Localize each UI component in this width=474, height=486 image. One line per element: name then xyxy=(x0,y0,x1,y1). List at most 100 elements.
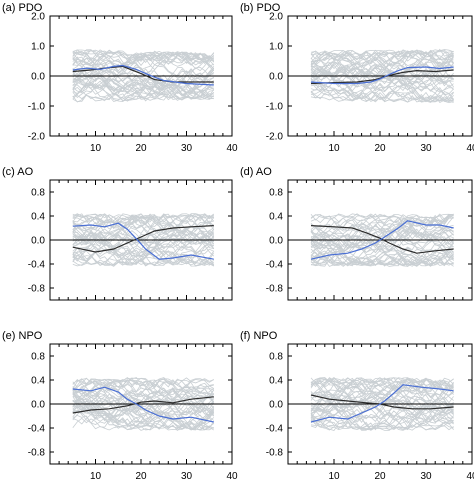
y-tick-label: -1.0 xyxy=(28,102,46,113)
ensemble-member-line xyxy=(72,396,214,431)
ensemble-member-line xyxy=(72,214,214,237)
ensemble-member-line xyxy=(72,50,215,72)
plot-area xyxy=(288,213,472,267)
y-tick-label: -0.4 xyxy=(266,260,284,271)
ensemble-member-line xyxy=(310,377,454,409)
plot-area xyxy=(50,49,232,103)
ensemble-member-line xyxy=(310,50,454,96)
ensemble-member-line xyxy=(310,253,454,267)
x-tick-label: 10 xyxy=(90,143,102,154)
ensemble-member-line xyxy=(310,67,454,92)
ensemble-member-line xyxy=(310,405,454,431)
ensemble-member-line xyxy=(310,59,454,84)
ensemble-member-line xyxy=(72,377,215,414)
ensemble-member-line xyxy=(310,51,454,70)
panel-title: (f) NPO xyxy=(240,330,278,342)
y-tick-label: 2.0 xyxy=(269,12,283,23)
x-tick-label: 10 xyxy=(328,143,340,154)
y-tick-label: 0.8 xyxy=(269,188,283,199)
x-tick-label: 30 xyxy=(420,143,432,154)
y-tick-label: 0.8 xyxy=(31,188,45,199)
ensemble-member-line xyxy=(310,82,454,102)
x-tick-label: 20 xyxy=(135,471,147,482)
y-tick-label: 0.4 xyxy=(269,376,283,387)
panel-title: (b) PDO xyxy=(240,2,281,14)
ensemble-member-line xyxy=(72,399,215,426)
ensemble-member-line xyxy=(72,213,215,238)
ensemble-member-line xyxy=(72,227,215,267)
ensemble-member-line xyxy=(310,254,454,267)
y-tick-label: 0.0 xyxy=(31,236,45,247)
ensemble-member-line xyxy=(72,377,214,398)
ensemble-member-line xyxy=(310,57,454,82)
panel-title: (d) AO xyxy=(240,166,272,178)
panel-title: (a) PDO xyxy=(2,2,43,14)
ensemble-member-line xyxy=(310,378,454,423)
ensemble-member-line xyxy=(72,218,215,267)
ensemble-member-line xyxy=(310,217,454,249)
ensemble-member-line xyxy=(72,73,215,98)
ensemble-member-line xyxy=(310,225,454,258)
ensemble-member-line xyxy=(310,213,454,235)
y-tick-label: -0.8 xyxy=(266,448,284,459)
ensemble-member-line xyxy=(72,49,215,66)
ensemble-member-line xyxy=(72,50,215,67)
ensemble-member-line xyxy=(72,401,215,429)
ensemble-member-line xyxy=(310,213,454,266)
y-tick-label: 0.8 xyxy=(269,352,283,363)
series-line-2 xyxy=(72,222,214,260)
panel-title: (e) NPO xyxy=(2,330,43,342)
ensemble-member-line xyxy=(310,74,454,100)
ensemble-member-line xyxy=(72,214,214,248)
y-tick-label: -0.8 xyxy=(28,448,46,459)
ensemble-member-line xyxy=(310,403,454,431)
ensemble-member-line xyxy=(72,398,215,431)
ensemble-lines xyxy=(72,213,215,267)
ensemble-member-line xyxy=(72,245,214,267)
ensemble-member-line xyxy=(72,68,215,100)
ensemble-member-line xyxy=(72,50,215,68)
y-tick-label: -2.0 xyxy=(28,132,46,143)
ensemble-member-line xyxy=(310,247,454,267)
x-tick-label: 40 xyxy=(466,143,474,154)
x-tick-label: 20 xyxy=(135,143,147,154)
y-tick-label: 0.4 xyxy=(269,212,283,223)
panel-b: -2.0 -1.0 0.0 1.0 2.0 10 20 30 40 (b) PDO xyxy=(240,2,474,154)
panel-d: -0.8 -0.4 0.0 0.4 0.8 (d) AO xyxy=(240,166,473,301)
ensemble-member-line xyxy=(310,378,454,425)
y-tick-label: -0.8 xyxy=(28,284,46,295)
y-tick-label: -0.4 xyxy=(266,424,284,435)
ensemble-member-line xyxy=(72,227,215,247)
ensemble-lines xyxy=(72,377,215,431)
ensemble-member-line xyxy=(310,377,454,391)
x-tick-label: 10 xyxy=(90,471,102,482)
ensemble-member-line xyxy=(310,55,454,103)
y-tick-label: 0.0 xyxy=(31,72,45,83)
ensemble-member-line xyxy=(72,51,215,81)
x-tick-label: 30 xyxy=(420,471,432,482)
ensemble-member-line xyxy=(72,213,215,230)
series-line-1 xyxy=(310,69,454,85)
ensemble-member-line xyxy=(72,215,214,235)
ensemble-member-line xyxy=(310,52,454,78)
ensemble-member-line xyxy=(72,227,215,266)
x-tick-label: 20 xyxy=(374,471,386,482)
series-line-2 xyxy=(72,386,214,423)
x-tick-label: 20 xyxy=(374,143,386,154)
y-tick-label: -2.0 xyxy=(266,132,284,143)
y-tick-label: -0.4 xyxy=(28,260,46,271)
ensemble-member-line xyxy=(310,51,454,73)
y-tick-label: 1.0 xyxy=(31,42,45,53)
series-line-2 xyxy=(310,220,454,260)
series-line-2 xyxy=(310,384,454,423)
y-tick-label: 0.0 xyxy=(269,236,283,247)
y-tick-label: 0.4 xyxy=(31,376,45,387)
ensemble-lines xyxy=(72,49,215,103)
series-line-1 xyxy=(310,225,454,254)
ensemble-member-line xyxy=(310,391,454,415)
plot-area xyxy=(288,376,472,431)
plot-area xyxy=(50,377,232,431)
panel-c: -0.8 -0.4 0.0 0.4 0.8 (c) AO xyxy=(2,166,233,301)
x-tick-label: 40 xyxy=(466,471,474,482)
